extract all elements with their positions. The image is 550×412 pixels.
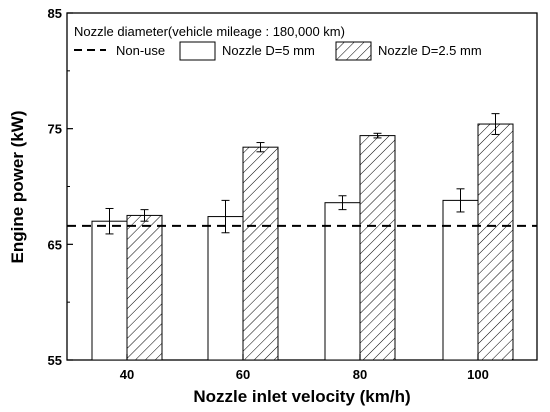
legend-swatch-nozzle-5mm [179, 41, 216, 61]
y-tick-label: 55 [48, 353, 62, 368]
bar-nozzle-2-5mm-60 [242, 146, 279, 361]
legend-label-nozzle-2-5mm: Nozzle D=2.5 mm [378, 43, 482, 58]
x-tick-label: 60 [236, 367, 250, 382]
x-axis-title: Nozzle inlet velocity (km/h) [193, 387, 410, 406]
bar-nozzle-2-5mm-80 [359, 135, 396, 361]
error-bar-nozzle-2-5mm-60 [256, 142, 265, 153]
error-bar-nozzle-2-5mm-100 [491, 113, 500, 135]
error-bar-nozzle-2-5mm-80 [373, 132, 382, 139]
bar-nozzle-5mm-60 [207, 216, 244, 361]
x-tick-label: 80 [353, 367, 367, 382]
error-bar-nozzle-5mm-60 [221, 199, 230, 234]
error-bar-nozzle-5mm-40 [105, 207, 114, 235]
y-tick-label: 85 [48, 6, 62, 21]
y-tick-label: 75 [48, 122, 62, 137]
bar-nozzle-5mm-40 [91, 220, 128, 361]
error-bar-nozzle-2-5mm-40 [140, 209, 149, 222]
bar-nozzle-2-5mm-100 [477, 123, 514, 361]
legend-label-non-use: Non-use [116, 43, 165, 58]
legend-swatch-nozzle-2-5mm [335, 41, 372, 61]
bar-nozzle-5mm-100 [442, 199, 479, 361]
bar-nozzle-2-5mm-40 [126, 214, 163, 361]
y-axis-title: Engine power (kW) [8, 111, 27, 264]
error-bar-nozzle-5mm-100 [456, 188, 465, 213]
legend-label-nozzle-5mm: Nozzle D=5 mm [222, 43, 315, 58]
y-tick-label: 65 [48, 237, 62, 252]
error-bar-nozzle-5mm-80 [338, 195, 347, 211]
legend-title: Nozzle diameter(vehicle mileage : 180,00… [74, 24, 345, 39]
x-tick-label: 40 [120, 367, 134, 382]
x-tick-label: 100 [467, 367, 489, 382]
